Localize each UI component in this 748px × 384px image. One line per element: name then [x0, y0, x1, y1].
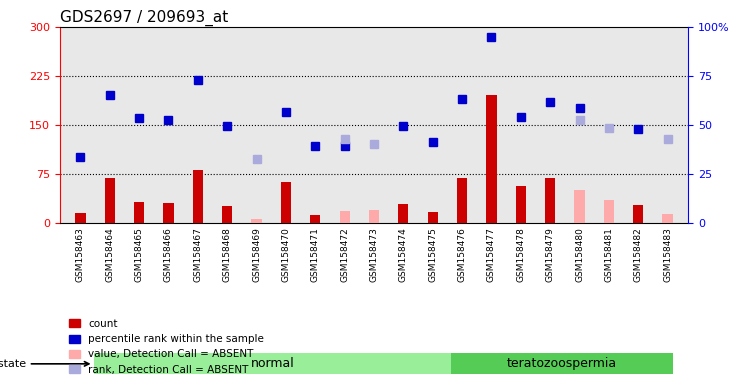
Bar [545, 178, 555, 223]
Text: disease state: disease state [0, 359, 89, 369]
Bar [486, 95, 497, 223]
Bar [222, 207, 233, 223]
Bar [340, 211, 350, 223]
Bar [134, 202, 144, 223]
Bar [663, 214, 672, 223]
Bar [457, 178, 468, 223]
Text: teratozoospermia: teratozoospermia [507, 358, 617, 370]
Text: GDS2697 / 209693_at: GDS2697 / 209693_at [60, 9, 228, 25]
Bar [163, 203, 174, 223]
Text: normal: normal [251, 358, 294, 370]
Bar [105, 178, 115, 223]
Bar [76, 213, 85, 223]
Bar [251, 219, 262, 223]
Bar [604, 200, 614, 223]
Legend: count, percentile rank within the sample, value, Detection Call = ABSENT, rank, : count, percentile rank within the sample… [65, 315, 268, 379]
Bar [369, 210, 379, 223]
Bar [574, 190, 585, 223]
Bar [280, 182, 291, 223]
Bar [310, 215, 320, 223]
Bar [515, 185, 526, 223]
FancyBboxPatch shape [451, 353, 673, 374]
Bar [633, 205, 643, 223]
Bar [428, 212, 438, 223]
FancyBboxPatch shape [94, 353, 451, 374]
Bar [193, 170, 203, 223]
Bar [398, 204, 408, 223]
